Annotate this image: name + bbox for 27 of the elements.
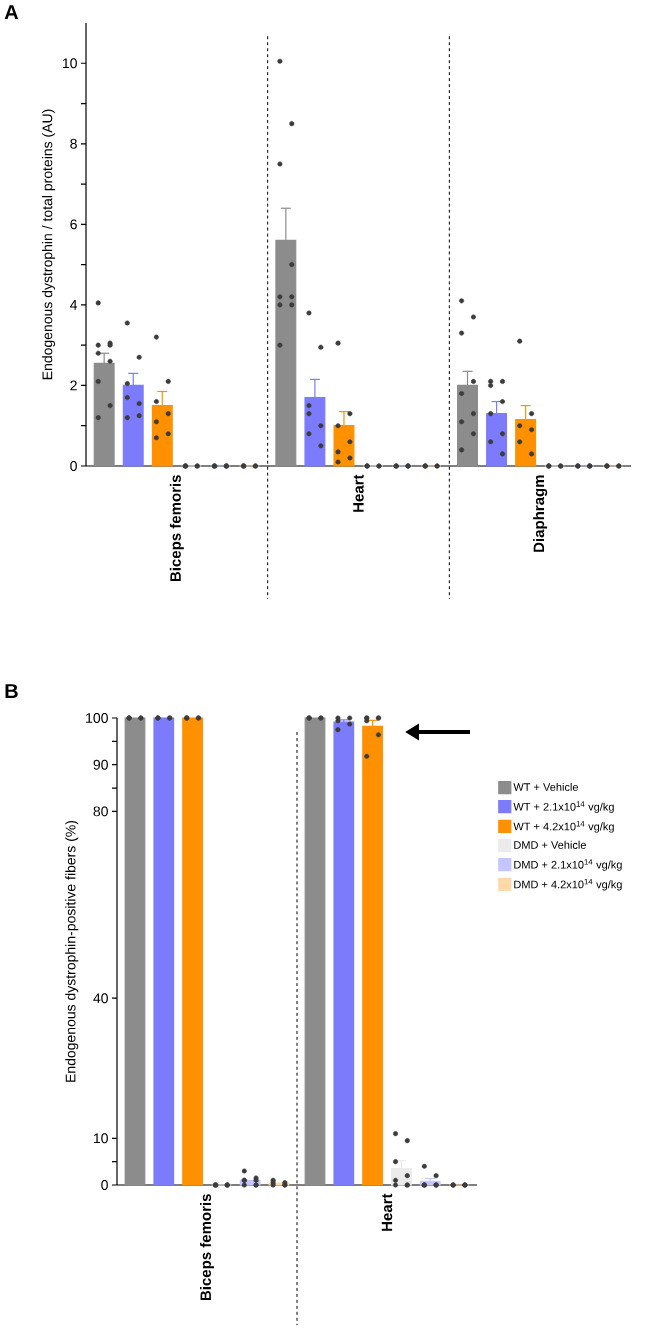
y-tick-label: 6: [70, 219, 77, 230]
y-tick-label: 100: [86, 713, 108, 723]
y-tick-label: 4: [70, 300, 78, 310]
y-tick-label: 8: [70, 138, 77, 149]
y-tick-label: 10: [93, 1133, 108, 1144]
y-tick-label: 90: [93, 759, 108, 770]
y-tick-label: 0: [70, 461, 77, 471]
x-tick-label: Biceps femoris: [200, 1194, 214, 1301]
y-tick-label: 2: [70, 380, 77, 391]
y-axis-title: Endogenous dystrophin-positive fibers (%): [65, 820, 79, 1082]
chart-title: A: [4, 5, 19, 19]
x-tick-label: Diaphragm: [533, 475, 548, 552]
y-tick-label: 0: [101, 1180, 108, 1190]
chart-title: B: [5, 684, 18, 698]
legend-label: WT + 4.2x10$^{14}$ vg/kg: [513, 821, 614, 833]
x-tick-label: Heart: [353, 474, 364, 512]
legend-label: DMD + Vehicle: [514, 840, 586, 849]
legend-label: DMD + 2.1x10$^{14}$ vg/kg: [514, 859, 622, 871]
legend-label: WT + Vehicle: [513, 782, 579, 791]
y-axis-title: Endogenous dystrophin / total proteins (AU): [42, 109, 56, 380]
y-tick-label: 10: [62, 58, 77, 69]
x-tick-label: Biceps femoris: [169, 475, 184, 582]
y-tick-label: 40: [93, 993, 108, 1004]
x-tick-label: Heart: [381, 1193, 393, 1231]
legend-label: WT + 2.1x10$^{14}$ vg/kg: [513, 801, 614, 813]
legend-label: DMD + 4.2x10$^{14}$ vg/kg: [514, 879, 622, 891]
y-tick-label: 80: [93, 806, 108, 817]
